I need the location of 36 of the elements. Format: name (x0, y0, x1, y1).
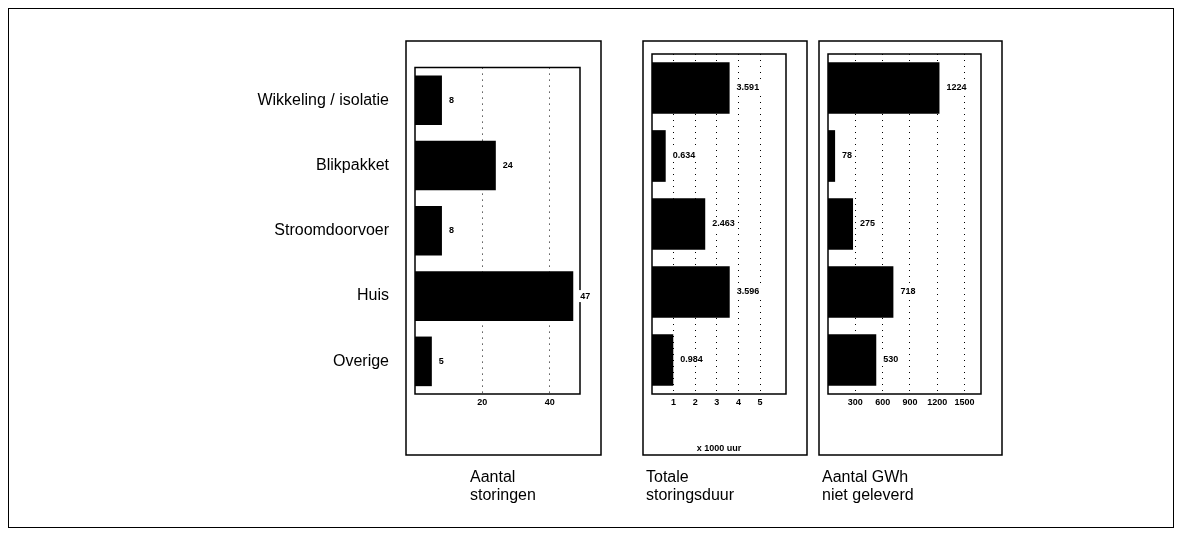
data-label: 0.634 (672, 150, 696, 161)
data-label: 5 (438, 355, 444, 366)
y-tick-label: Overige (332, 351, 390, 369)
text: Totale storingsduur (646, 468, 736, 504)
data-label: 8 (448, 94, 454, 105)
data-label: 1224 (946, 82, 967, 93)
data-label: 275 (860, 218, 876, 229)
x-tick-label: 3 (714, 396, 720, 407)
data-label: 718 (900, 286, 916, 297)
y-tick-label: Huis (356, 286, 389, 304)
data-label: 24 (502, 160, 513, 170)
y-tick-label: Stroomdoorvoer (274, 221, 390, 239)
x-tick-label: 4 (735, 396, 741, 407)
data-label: 0.984 (680, 354, 703, 365)
x-tick-label: 20 (477, 396, 488, 407)
data-label: 3.596 (736, 286, 760, 297)
x-tick-label: 40 (544, 396, 555, 407)
data-label: 78 (842, 150, 853, 161)
x-tick-label: 1 (671, 396, 677, 407)
text: Aantal storingen (470, 468, 537, 504)
y-tick-label: Blikpakket (316, 155, 390, 173)
x-tick-label: 2 (692, 396, 698, 407)
data-label: 47 (580, 290, 591, 301)
data-label: 8 (448, 225, 454, 236)
x-tick-label: 5 (757, 396, 763, 407)
x-tick-label: 300 (847, 396, 863, 407)
data-label: 530 (883, 354, 899, 365)
text: Aantal GWh niet geleverd (822, 468, 915, 504)
y-tick-label: Wikkeling / isolatie (257, 90, 390, 108)
x-tick-label: 600 (875, 396, 891, 407)
x-tick-label: 1200 (927, 396, 948, 407)
data-label: 2.463 (712, 218, 735, 229)
x-tick-label: 1500 (954, 396, 975, 407)
x-tick-label: 900 (902, 396, 918, 407)
x-axis-title: x 1000 uur (696, 443, 742, 454)
data-label: 3.591 (736, 82, 760, 93)
